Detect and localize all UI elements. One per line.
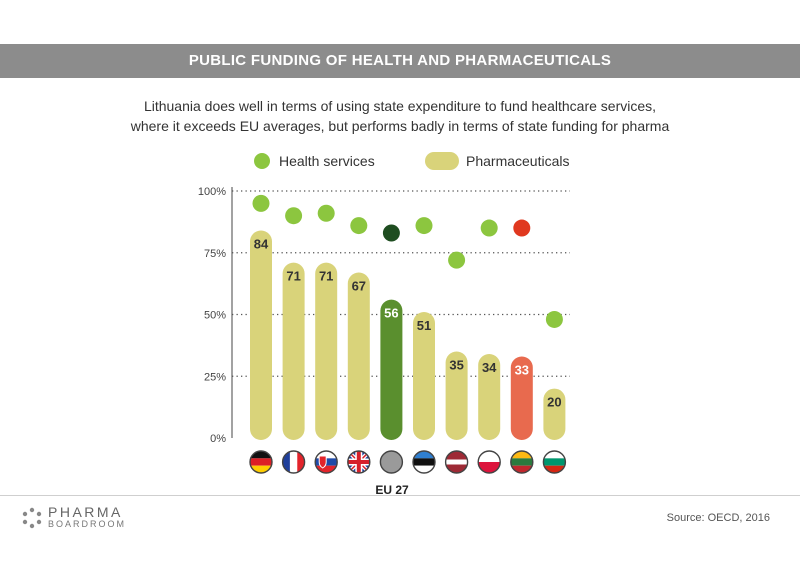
bar-value-label: 35 xyxy=(449,358,463,373)
pharma-bar xyxy=(478,354,501,440)
bar-value-label: 34 xyxy=(482,360,497,375)
eu27-grey-circle-icon xyxy=(379,450,404,474)
bars xyxy=(250,230,566,440)
bar-value-label: 71 xyxy=(286,269,300,284)
health-dot xyxy=(513,219,531,237)
health-dot xyxy=(285,207,303,225)
bar-value-label: 20 xyxy=(547,395,561,410)
footer-divider xyxy=(0,495,800,496)
chart-banner-title: PUBLIC FUNDING OF HEALTH AND PHARMACEUTI… xyxy=(0,44,800,78)
source-note: Source: OECD, 2016 xyxy=(666,512,770,524)
bar-value-label: 33 xyxy=(515,362,529,377)
poland-flag-icon xyxy=(477,450,501,474)
bar-labels: 84 71 71 67 56 51 35 34 33 20 xyxy=(254,237,562,410)
legend-health-dot xyxy=(254,153,270,169)
pharma-bar xyxy=(543,388,566,440)
logo-text-pharma: PHARMA xyxy=(48,504,123,520)
health-dot xyxy=(350,217,368,235)
pharma-bar xyxy=(510,356,533,440)
country-flags xyxy=(249,450,567,474)
health-dot xyxy=(415,217,433,235)
legend-pharma-label: Pharmaceuticals xyxy=(466,153,570,169)
y-tick-label: 100% xyxy=(198,186,226,198)
france-flag-icon xyxy=(281,450,306,474)
bar-value-label: 84 xyxy=(254,237,269,252)
health-dot xyxy=(252,194,270,212)
germany-flag-icon xyxy=(249,450,273,474)
health-dot xyxy=(317,204,335,222)
health-dot xyxy=(382,224,400,242)
bar-value-label: 71 xyxy=(319,269,333,284)
y-tick-label: 50% xyxy=(204,310,226,322)
pharma-bar xyxy=(445,351,468,440)
bar-value-label: 56 xyxy=(384,306,398,321)
y-axis: 100% 75% 50% 25% 0% xyxy=(198,186,570,445)
bar-value-label: 67 xyxy=(352,279,366,294)
uk-flag-icon xyxy=(347,450,371,474)
latvia-flag-icon xyxy=(444,450,469,474)
bulgaria-flag-icon xyxy=(542,450,567,474)
legend-pharma-swatch xyxy=(425,152,459,170)
pharma-bar xyxy=(250,230,272,440)
y-tick-label: 25% xyxy=(204,371,226,383)
subtitle-line-1: Lithuania does well in terms of using st… xyxy=(143,98,657,114)
pharmaboardroom-logo: PHARMA BOARDROOM xyxy=(22,504,182,532)
health-dots xyxy=(252,194,563,328)
y-tick-label: 75% xyxy=(204,248,226,260)
lithuania-flag-icon xyxy=(510,450,534,474)
y-tick-label: 0% xyxy=(210,433,226,445)
slovakia-flag-icon xyxy=(314,450,338,474)
health-dot xyxy=(448,251,466,269)
pharma-bar xyxy=(413,312,435,440)
bar-chart: Health services Pharmaceuticals 100% 75% 5… xyxy=(198,152,570,497)
legend: Health services Pharmaceuticals xyxy=(254,152,570,170)
health-dot xyxy=(545,310,563,328)
eu27-label: EU 27 xyxy=(375,483,409,497)
legend-health-label: Health services xyxy=(279,153,375,169)
pharma-bar xyxy=(380,299,403,440)
pharma-bar xyxy=(315,262,338,440)
bar-value-label: 51 xyxy=(417,318,431,333)
logo-text-boardroom: BOARDROOM xyxy=(48,519,127,529)
logo-dots-icon xyxy=(22,507,42,529)
subtitle-line-2: where it exceeds EU averages, but perfor… xyxy=(130,118,670,134)
estonia-flag-icon xyxy=(412,450,436,474)
health-dot xyxy=(480,219,498,237)
chart-subtitle: Lithuania does well in terms of using st… xyxy=(60,96,740,136)
pharma-bar xyxy=(282,262,305,440)
pharma-bar xyxy=(347,272,370,440)
